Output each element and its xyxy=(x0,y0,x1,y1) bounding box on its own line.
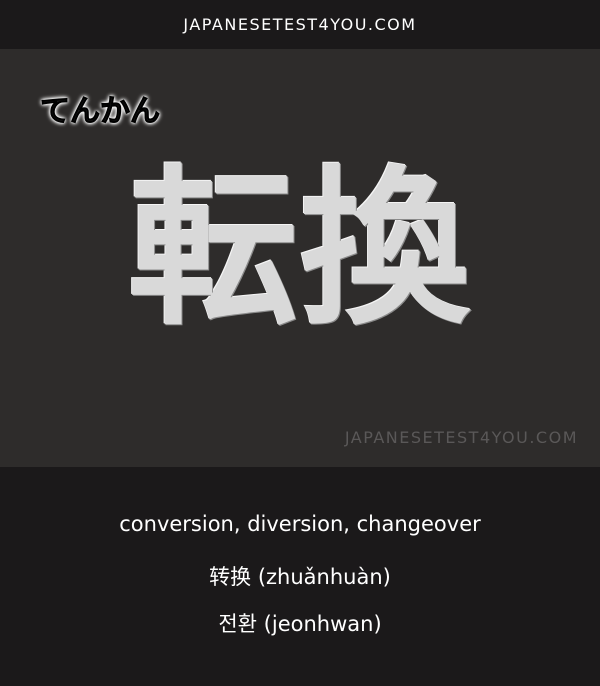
english-meaning: conversion, diversion, changeover xyxy=(119,512,481,536)
chinese-translation: 转换 (zhuǎnhuàn) xyxy=(209,565,391,589)
korean-translation: 전환 (jeonhwan) xyxy=(218,612,382,636)
kanji-panel xyxy=(0,49,600,467)
site-title: JAPANESETEST4YOU.COM xyxy=(183,15,417,34)
hiragana-reading: てんかん xyxy=(40,94,161,130)
top-bar: JAPANESETEST4YOU.COM xyxy=(0,0,600,49)
kanji-word: 転換 xyxy=(127,151,472,349)
watermark: JAPANESETEST4YOU.COM xyxy=(344,428,578,447)
translation-area xyxy=(0,467,600,686)
